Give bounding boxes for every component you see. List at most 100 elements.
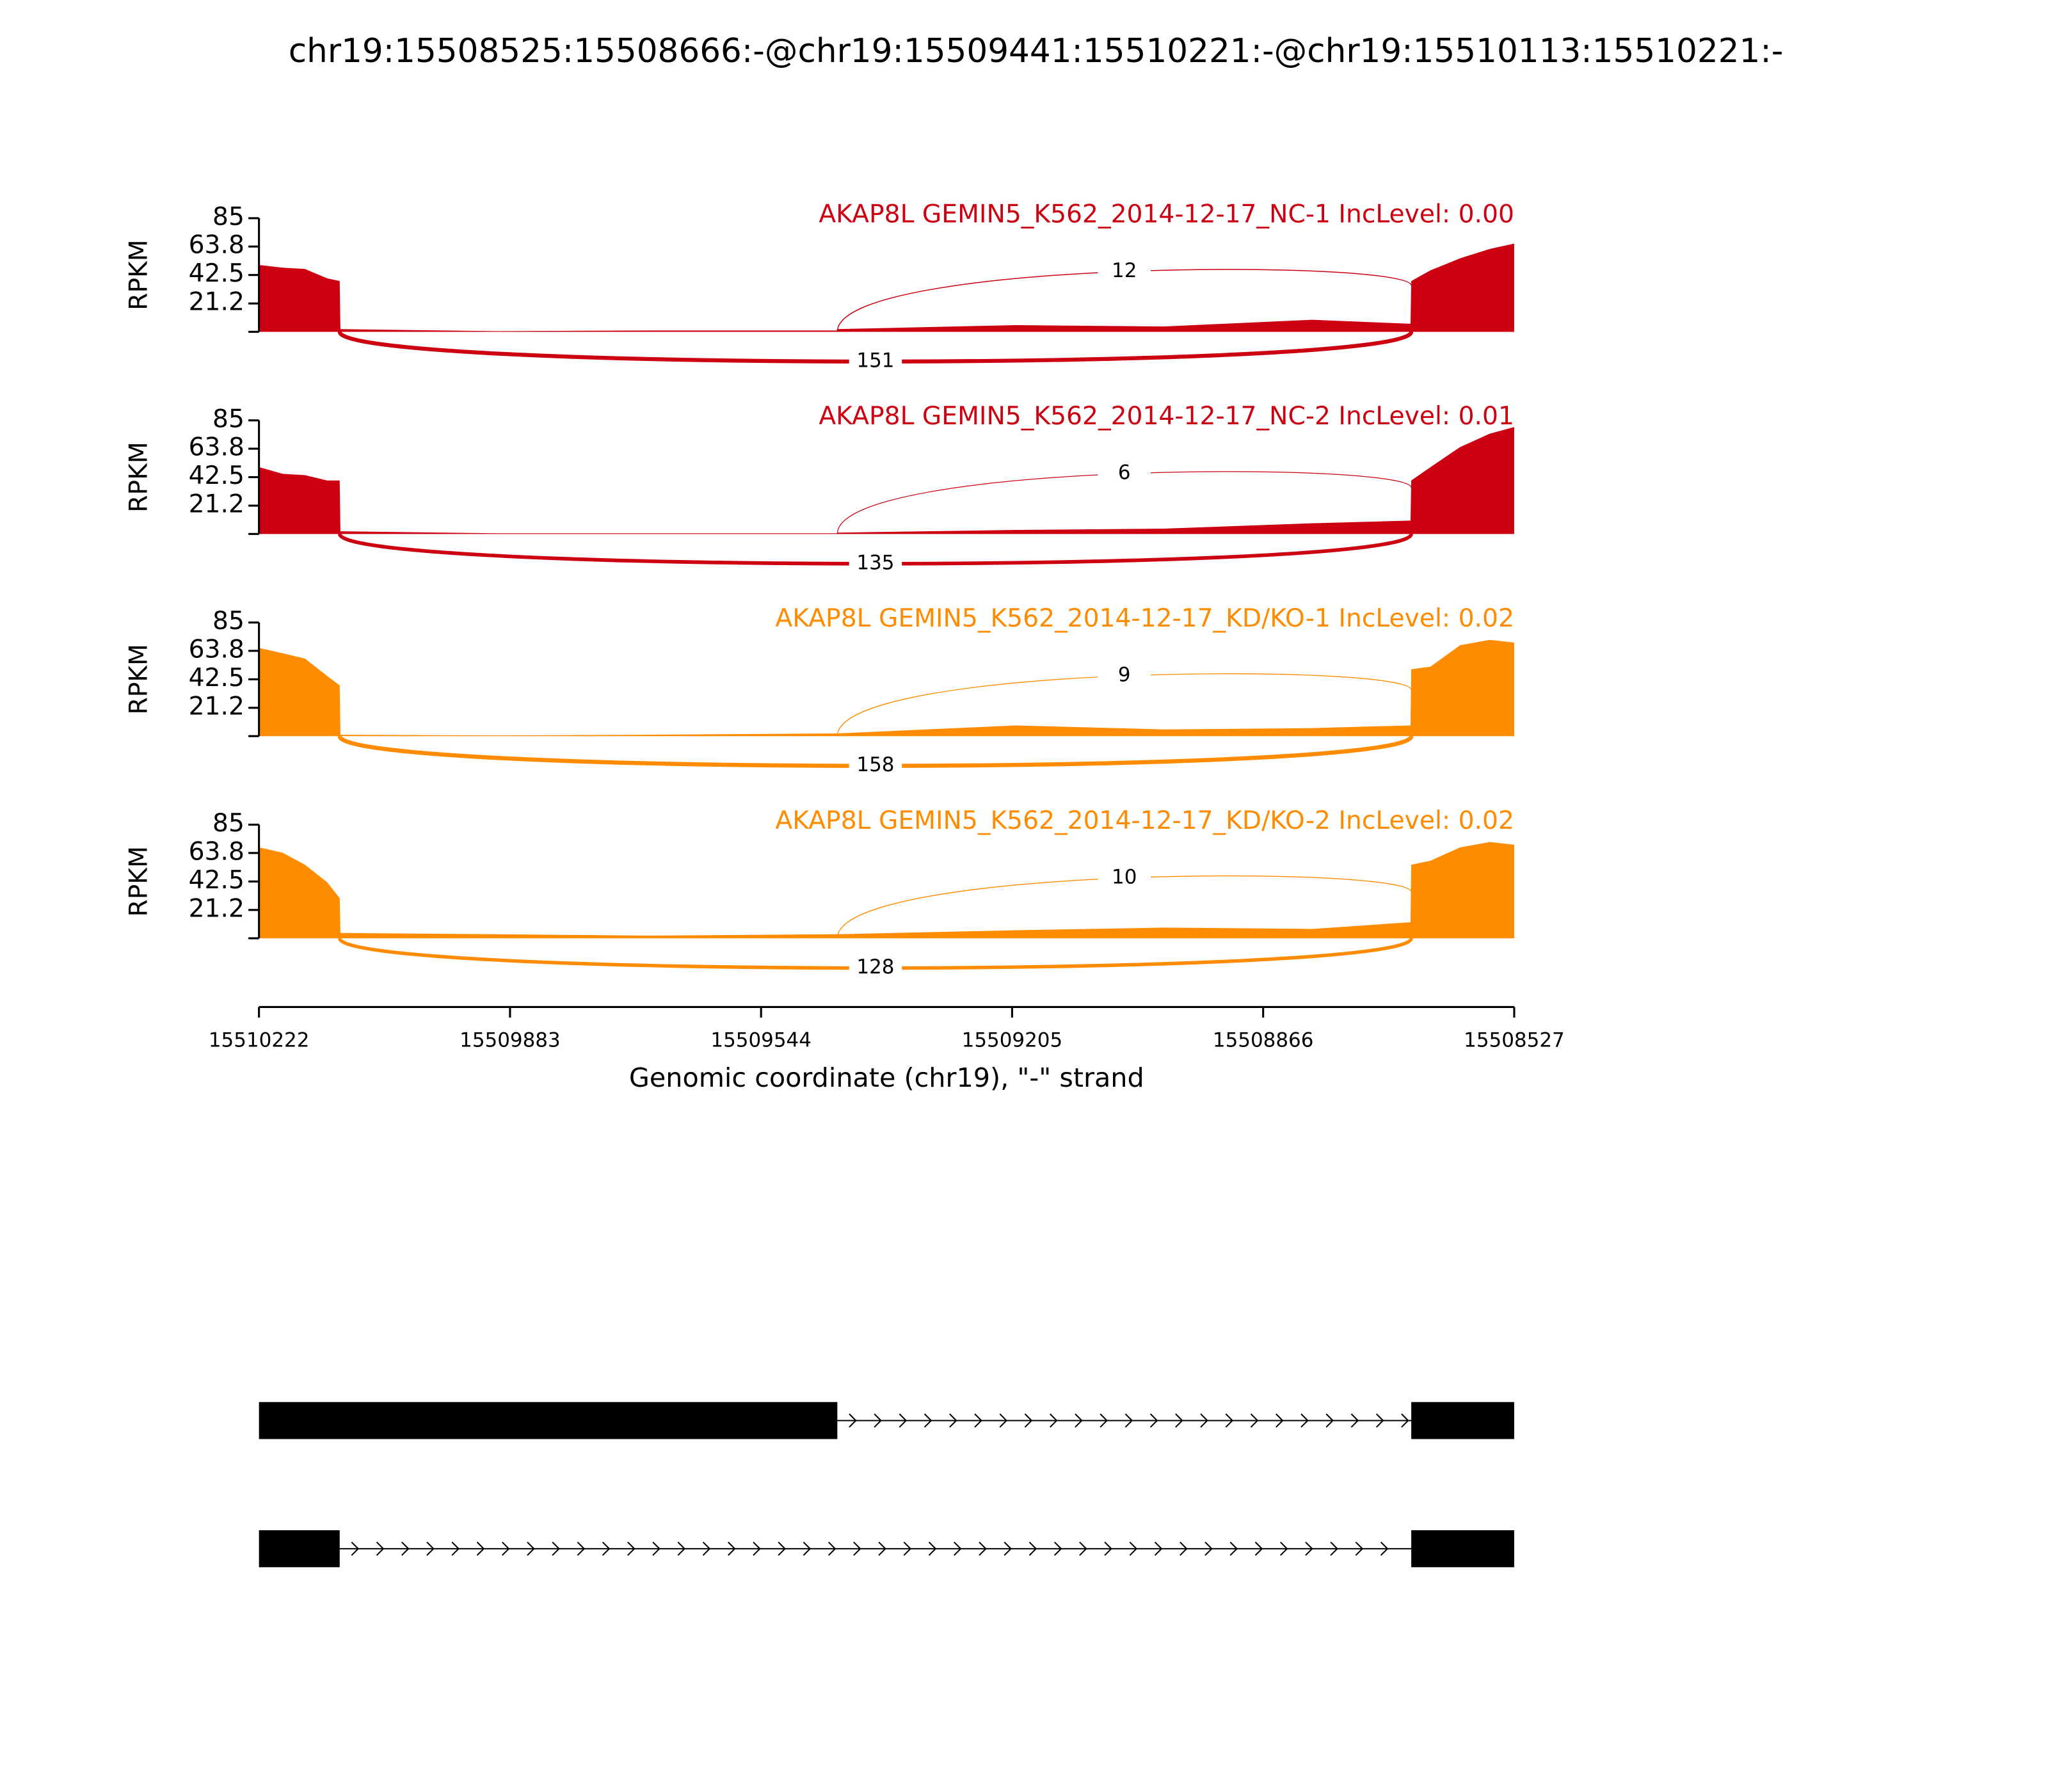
intron-arrow (426, 1541, 435, 1556)
intron-arrow (1250, 1413, 1259, 1428)
intron-arrow (1154, 1541, 1163, 1556)
junction-label: 10 (1112, 865, 1137, 888)
junction-label-bg (849, 552, 902, 576)
intron-arrow (702, 1541, 711, 1556)
track-label: AKAP8L GEMIN5_K562_2014-12-17_NC-1 IncLe… (819, 200, 1514, 228)
intron-arrow (903, 1541, 912, 1556)
intron-arrow (979, 1541, 987, 1556)
intron-arrow (602, 1541, 611, 1556)
y-tick-label: 63.8 (189, 433, 244, 462)
y-tick-label: 85 (212, 607, 244, 636)
intron-arrow (577, 1541, 586, 1556)
intron-arrow (401, 1541, 410, 1556)
intron-arrow (652, 1541, 660, 1556)
y-tick-label: 21.2 (189, 894, 244, 923)
intron-arrow (677, 1541, 686, 1556)
exon (1411, 1402, 1514, 1439)
intron-arrow (1028, 1541, 1037, 1556)
y-axis-label: RPKM (124, 644, 153, 714)
intron-arrow (552, 1541, 560, 1556)
x-axis-label: Genomic coordinate (chr19), "-" strand (629, 1062, 1144, 1093)
junction-label-bg (849, 956, 902, 980)
exon (259, 1530, 340, 1567)
intron-arrow (1225, 1413, 1234, 1428)
y-tick-label: 63.8 (189, 635, 244, 664)
intron-arrow (1149, 1413, 1158, 1428)
y-axis-label: RPKM (124, 846, 153, 916)
intron-arrow (1079, 1541, 1087, 1556)
coverage-area (259, 639, 1514, 737)
junction-label-bg (1098, 664, 1151, 688)
intron-arrow (1401, 1413, 1409, 1428)
y-tick-label: 85 (212, 404, 244, 433)
x-tick-label: 15509205 (962, 1029, 1063, 1052)
y-tick-label: 85 (212, 809, 244, 838)
intron-arrow (849, 1413, 857, 1428)
junction-label-bg (1098, 866, 1151, 890)
intron-arrow (376, 1541, 385, 1556)
track-label: AKAP8L GEMIN5_K562_2014-12-17_KD/KO-2 In… (775, 806, 1514, 835)
intron-arrow (1276, 1413, 1284, 1428)
junction-label: 12 (1112, 259, 1137, 282)
intron-arrow (1279, 1541, 1288, 1556)
intron-arrow (451, 1541, 460, 1556)
intron-arrow (954, 1541, 962, 1556)
intron-arrow (1380, 1541, 1389, 1556)
y-tick-label: 42.5 (189, 461, 244, 490)
y-tick-label: 85 (212, 202, 244, 231)
intron-arrow (1229, 1541, 1238, 1556)
y-tick-label: 63.8 (189, 231, 244, 260)
intron-arrow (974, 1413, 982, 1428)
coverage-area (259, 243, 1514, 332)
intron-arrow (1004, 1541, 1012, 1556)
intron-arrow (728, 1541, 736, 1556)
intron-arrow (1305, 1541, 1313, 1556)
x-tick-label: 15510222 (209, 1029, 310, 1052)
intron-arrow (928, 1541, 937, 1556)
intron-arrow (803, 1541, 812, 1556)
junction-label: 128 (856, 956, 894, 979)
track-label: AKAP8L GEMIN5_K562_2014-12-17_KD/KO-1 In… (775, 604, 1514, 633)
intron-arrow (1204, 1541, 1213, 1556)
junction-label-bg (1098, 259, 1151, 284)
junction-label-bg (849, 349, 902, 374)
intron-arrow (1104, 1541, 1112, 1556)
intron-arrow (1129, 1541, 1138, 1556)
intron-arrow (351, 1541, 360, 1556)
junction-label: 9 (1118, 664, 1131, 687)
junction-label-bg (1098, 461, 1151, 486)
intron-arrow (1050, 1413, 1058, 1428)
intron-arrow (949, 1413, 957, 1428)
intron-arrow (1254, 1541, 1263, 1556)
junction-label: 135 (856, 551, 894, 574)
junction-label: 158 (856, 753, 894, 776)
junction-label: 6 (1118, 461, 1131, 484)
x-tick-label: 15508527 (1464, 1029, 1565, 1052)
intron-arrow (1355, 1541, 1364, 1556)
intron-arrow (627, 1541, 636, 1556)
intron-arrow (853, 1541, 861, 1556)
y-tick-label: 21.2 (189, 692, 244, 721)
x-tick-label: 15509883 (460, 1029, 561, 1052)
y-axis-label: RPKM (124, 239, 153, 310)
x-tick-label: 15508866 (1213, 1029, 1314, 1052)
y-tick-label: 21.2 (189, 288, 244, 317)
y-tick-label: 42.5 (189, 259, 244, 288)
intron-arrow (899, 1413, 908, 1428)
intron-arrow (1180, 1541, 1188, 1556)
coverage-area (259, 427, 1514, 534)
intron-arrow (1124, 1413, 1133, 1428)
chart-title: chr19:15508525:15508666:-@chr19:15509441… (289, 32, 1784, 70)
intron-arrow (828, 1541, 836, 1556)
y-tick-label: 42.5 (189, 664, 244, 692)
intron-arrow (1053, 1541, 1062, 1556)
intron-arrow (1330, 1541, 1338, 1556)
intron-arrow (1300, 1413, 1309, 1428)
intron-arrow (1100, 1413, 1108, 1428)
track-label: AKAP8L GEMIN5_K562_2014-12-17_NC-2 IncLe… (819, 402, 1514, 431)
intron-arrow (924, 1413, 932, 1428)
intron-arrow (778, 1541, 786, 1556)
coverage-area (259, 842, 1514, 939)
junction-label: 151 (856, 349, 894, 372)
